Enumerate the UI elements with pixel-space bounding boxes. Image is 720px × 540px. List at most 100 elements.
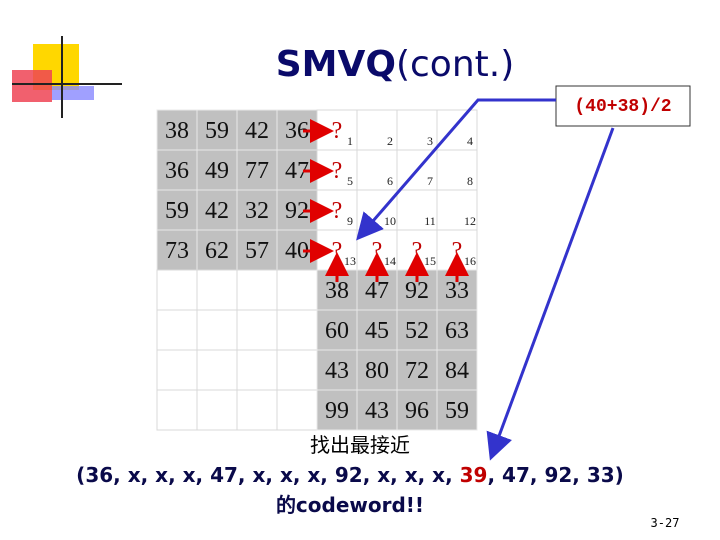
cell-value: 32 [245,198,269,224]
cell [156,229,198,271]
cell-value: 59 [205,118,229,144]
cell [436,349,478,391]
cell-index: 13 [344,254,356,268]
formula: (40+38)/2 [574,97,671,117]
unknown-mark: ? [412,238,423,264]
cell-index: 16 [464,254,476,268]
decoration [12,36,122,118]
cell-index: 6 [387,174,393,188]
cell [156,309,198,351]
cell-index: 14 [384,254,396,268]
cell-value: 84 [445,358,469,384]
cell [436,189,478,231]
cell-value: 57 [245,238,269,264]
cell [156,269,198,311]
cell-value: 52 [405,318,429,344]
cell-index: 7 [427,174,433,188]
cell-value: 43 [325,358,349,384]
page-number: 3-27 [651,516,680,530]
caption-line2: (36, x, x, x, 47, x, x, x, 92, x, x, x, … [76,463,624,487]
cell [316,269,358,311]
cell [236,189,278,231]
cell [356,109,398,151]
cell [436,389,478,431]
cell [436,149,478,191]
unknown-mark: ? [332,118,343,144]
cell-value: 47 [365,278,389,304]
cell-value: 77 [245,158,269,184]
cell [236,149,278,191]
caption-text: (36, x, x, x, 47, x, x, x, 92, x, x, x, [76,463,459,487]
cell-value: 49 [205,158,229,184]
cell [396,389,438,431]
unknown-mark: ? [332,238,343,264]
cell-value: 42 [205,198,229,224]
cell-value: 80 [365,358,389,384]
cell-index: 1 [347,134,353,148]
cell-value: 59 [165,198,189,224]
cell [316,349,358,391]
unknown-mark: ? [332,198,343,224]
cell [156,389,198,431]
arrows [303,98,615,461]
title-bold: SMVQ [276,44,396,85]
slide-title: SMVQ(cont.) [276,44,515,85]
cell-index: 4 [467,134,473,148]
cell [196,309,238,351]
cell-value: 43 [365,398,389,424]
cell [196,269,238,311]
caption-line1: 找出最接近 [310,433,410,457]
cell [316,309,358,351]
cell [196,229,238,271]
cell-index: 12 [464,214,476,228]
cell-index: 3 [427,134,433,148]
cell-index: 9 [347,214,353,228]
cell [196,389,238,431]
cell-value: 42 [245,118,269,144]
cell [396,189,438,231]
caption-text: , 47, 92, 33) [487,463,623,487]
cell [396,309,438,351]
cell [356,149,398,191]
caption-highlight: 39 [460,463,488,487]
cell [276,269,318,311]
cell-index: 15 [424,254,436,268]
unknown-mark: ? [372,238,383,264]
cell-value: 38 [325,278,349,304]
cell-index: 10 [384,214,396,228]
cell-value: 63 [445,318,469,344]
cell [236,389,278,431]
cell [356,389,398,431]
cell-value: 96 [405,398,429,424]
unknown-mark: ? [452,238,463,264]
cell [356,349,398,391]
cell [196,149,238,191]
cell-value: 36 [165,158,189,184]
cell-index: 11 [424,214,436,228]
cell [236,309,278,351]
cell-value: 73 [165,238,189,264]
cell-value: 60 [325,318,349,344]
cell-value: 33 [445,278,469,304]
cell [276,349,318,391]
cell [236,109,278,151]
cell-value: 92 [405,278,429,304]
unknown-mark: ? [332,158,343,184]
cell [236,269,278,311]
cell [236,349,278,391]
cell-value: 99 [325,398,349,424]
cell-value: 62 [205,238,229,264]
formula-box [555,85,691,127]
cell [196,349,238,391]
title-rest: (cont.) [396,44,514,85]
cell [276,309,318,351]
caption-line3: 的codeword!! [276,493,424,517]
cell-value: 45 [365,318,389,344]
cell [156,349,198,391]
cell-value: 59 [445,398,469,424]
cell-value: 38 [165,118,189,144]
cell-value: 72 [405,358,429,384]
cell [276,389,318,431]
